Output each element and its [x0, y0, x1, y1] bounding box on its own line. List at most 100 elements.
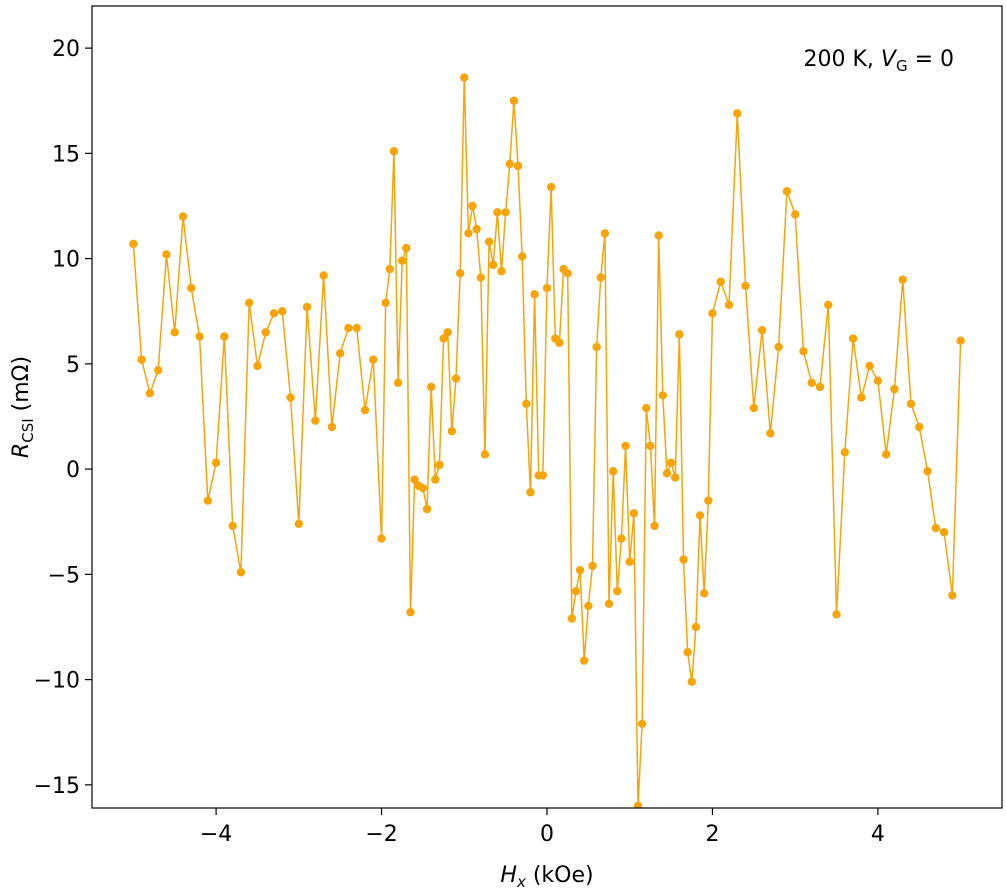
y-tick-label: −10	[34, 669, 80, 694]
annotation-gate-symbol: V	[881, 47, 898, 72]
data-point	[757, 325, 767, 335]
data-point	[906, 399, 916, 409]
data-point	[807, 378, 816, 387]
x-axis-ticks: −4 −2 0 2 4	[200, 808, 885, 847]
x-axis-label-subscript: x	[516, 873, 526, 891]
data-point	[766, 429, 775, 438]
data-point	[538, 471, 548, 480]
data-point	[381, 298, 390, 308]
data-point	[211, 458, 221, 467]
data-point	[170, 328, 179, 337]
data-point	[493, 208, 502, 217]
data-point	[923, 467, 932, 476]
data-point	[352, 323, 361, 333]
data-point	[335, 349, 345, 358]
data-point	[646, 441, 655, 451]
data-point	[269, 309, 279, 318]
data-point	[600, 229, 610, 238]
data-point	[546, 182, 556, 192]
data-point	[625, 557, 634, 566]
data-point	[129, 239, 138, 249]
data-point	[782, 187, 792, 196]
data-point	[749, 403, 759, 413]
data-point	[203, 496, 213, 505]
data-point	[642, 403, 651, 413]
data-point	[671, 473, 680, 482]
annotation-gate-subscript: G	[896, 57, 908, 75]
data-point	[153, 365, 163, 375]
data-point	[422, 504, 432, 514]
y-axis-label-symbol: R	[9, 443, 34, 458]
data-point	[637, 719, 647, 729]
data-point	[733, 109, 742, 118]
data-point	[410, 475, 419, 484]
data-point	[294, 519, 304, 529]
data-point	[447, 427, 457, 436]
data-point	[178, 212, 188, 221]
data-point	[236, 568, 246, 577]
data-point	[261, 328, 270, 337]
data-point	[654, 231, 663, 240]
data-point	[542, 283, 552, 293]
x-tick-label: −4	[200, 822, 232, 847]
data-point	[228, 521, 237, 531]
data-point	[162, 250, 171, 259]
data-point	[195, 332, 204, 341]
data-point	[402, 243, 411, 253]
data-point	[857, 393, 866, 402]
x-axis-label-symbol: H	[500, 863, 517, 888]
data-point	[278, 307, 287, 316]
y-tick-label: −15	[34, 774, 80, 799]
annotation-temperature: 200 K,	[803, 47, 880, 72]
data-point	[613, 586, 622, 596]
data-point	[832, 610, 841, 619]
data-point	[666, 458, 676, 467]
y-axis-label-unit: (mΩ)	[9, 356, 34, 418]
y-tick-label: 15	[52, 142, 80, 167]
data-point	[460, 73, 469, 82]
data-point	[580, 656, 589, 665]
data-point	[505, 159, 514, 169]
data-point	[435, 460, 444, 470]
data-point	[873, 376, 883, 385]
data-point	[931, 523, 941, 533]
data-point	[319, 271, 328, 280]
data-point	[472, 224, 481, 234]
data-point	[679, 555, 688, 564]
data-point	[393, 378, 403, 387]
condition-annotation: 200 K, VG = 0	[803, 47, 954, 75]
data-point	[455, 269, 465, 278]
data-point	[948, 591, 957, 600]
data-point	[480, 450, 490, 459]
data-point	[389, 147, 399, 156]
data-point	[865, 361, 874, 371]
data-point	[327, 422, 337, 432]
data-point	[522, 399, 531, 409]
data-point	[691, 622, 701, 632]
data-point	[517, 252, 527, 261]
x-tick-label: −2	[365, 822, 397, 847]
data-point	[418, 483, 428, 493]
data-point	[890, 384, 899, 394]
data-point	[588, 561, 597, 571]
data-point	[526, 488, 535, 497]
data-point	[592, 342, 601, 352]
data-point	[476, 273, 486, 282]
data-point	[253, 361, 262, 371]
data-point	[704, 496, 713, 505]
data-point	[497, 267, 506, 276]
data-point	[741, 281, 750, 291]
data-point	[468, 201, 477, 211]
x-tick-label: 2	[705, 822, 719, 847]
data-point	[567, 614, 577, 623]
y-tick-label: −5	[48, 563, 80, 588]
series-r-csi	[129, 73, 965, 808]
data-point	[286, 393, 295, 402]
data-point	[302, 302, 312, 312]
data-point	[621, 441, 630, 451]
data-point	[571, 586, 581, 596]
y-tick-label: 0	[66, 458, 80, 483]
data-point	[848, 334, 858, 343]
data-point	[311, 416, 320, 425]
